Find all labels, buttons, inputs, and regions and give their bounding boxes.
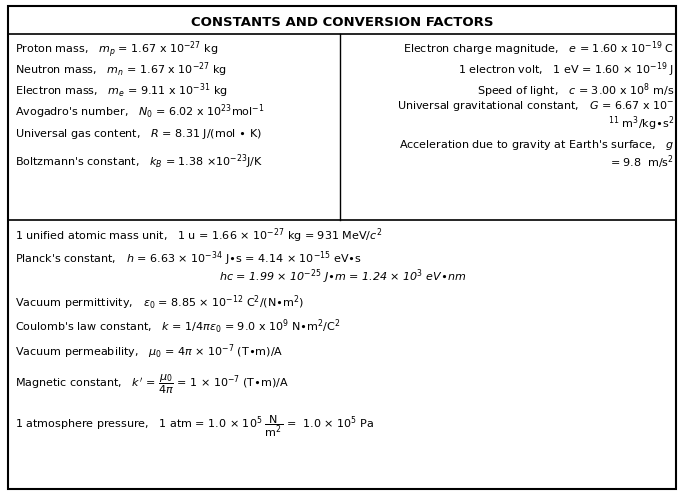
Text: Coulomb's law constant,   $k$ = 1/4$\pi\varepsilon_0$ = 9.0 x 10$^9$ N$\bullet$m: Coulomb's law constant, $k$ = 1/4$\pi\va… [15, 318, 341, 336]
Text: Speed of light,   $c$ = 3.00 x 10$^8$ m/s: Speed of light, $c$ = 3.00 x 10$^8$ m/s [477, 81, 674, 100]
Text: Vacuum permittivity,   $\varepsilon_0$ = 8.85 $\times$ 10$^{-12}$ C$^2$/(N$\bull: Vacuum permittivity, $\varepsilon_0$ = 8… [15, 294, 304, 312]
Text: 1 electron volt,   1 eV = 1.60 $\times$ 10$^{-19}$ J: 1 electron volt, 1 eV = 1.60 $\times$ 10… [458, 60, 674, 79]
Text: Acceleration due to gravity at Earth's surface,   $g$: Acceleration due to gravity at Earth's s… [399, 138, 674, 151]
Text: 1 atmosphere pressure,   1 atm = 1.0 $\times$ 10$^5$ $\dfrac{\mathrm{N}}{\mathrm: 1 atmosphere pressure, 1 atm = 1.0 $\tim… [15, 413, 374, 439]
Text: Avogadro's number,   $N_0$ = 6.02 x 10$^{23}$mol$^{-1}$: Avogadro's number, $N_0$ = 6.02 x 10$^{2… [15, 102, 265, 121]
Text: Neutron mass,   $m_n$ = 1.67 x 10$^{-27}$ kg: Neutron mass, $m_n$ = 1.67 x 10$^{-27}$ … [15, 60, 227, 79]
Text: $hc$ = 1.99 $\times$ 10$^{-25}$ J$\bullet$m = 1.24 $\times$ 10$^3$ eV$\bullet$nm: $hc$ = 1.99 $\times$ 10$^{-25}$ J$\bulle… [219, 268, 466, 287]
Text: CONSTANTS AND CONVERSION FACTORS: CONSTANTS AND CONVERSION FACTORS [191, 16, 493, 29]
Text: Proton mass,   $m_p$ = 1.67 x 10$^{-27}$ kg: Proton mass, $m_p$ = 1.67 x 10$^{-27}$ k… [15, 39, 218, 60]
Text: = 9.8  m/s$^2$: = 9.8 m/s$^2$ [610, 153, 674, 171]
Text: 1 unified atomic mass unit,   1 u = 1.66 $\times$ 10$^{-27}$ kg = 931 MeV/$c^2$: 1 unified atomic mass unit, 1 u = 1.66 $… [15, 227, 382, 246]
Text: Electron charge magnitude,   $e$ = 1.60 x 10$^{-19}$ C: Electron charge magnitude, $e$ = 1.60 x … [404, 39, 674, 58]
Text: Universal gas content,   $R$ = 8.31 J/(mol $\bullet$ K): Universal gas content, $R$ = 8.31 J/(mol… [15, 127, 262, 141]
Text: Universal gravitational constant,   $G$ = 6.67 x 10$^{-}$: Universal gravitational constant, $G$ = … [397, 99, 674, 113]
Text: Boltzmann's constant,   $k_B$ = 1.38 $\times$10$^{-23}$J/K: Boltzmann's constant, $k_B$ = 1.38 $\tim… [15, 152, 263, 171]
Text: Electron mass,   $m_e$ = 9.11 x 10$^{-31}$ kg: Electron mass, $m_e$ = 9.11 x 10$^{-31}$… [15, 81, 228, 100]
Text: Planck's constant,   $h$ = 6.63 $\times$ 10$^{-34}$ J$\bullet$s = 4.14 $\times$ : Planck's constant, $h$ = 6.63 $\times$ 1… [15, 249, 362, 268]
Text: Magnetic constant,   $k'$ = $\dfrac{\mu_0}{4\pi}$ = 1 $\times$ 10$^{-7}$ (T$\bul: Magnetic constant, $k'$ = $\dfrac{\mu_0}… [15, 372, 289, 396]
Text: $^{11}$ m$^3$/kg$\bullet$s$^2$: $^{11}$ m$^3$/kg$\bullet$s$^2$ [608, 115, 674, 134]
Text: Vacuum permeability,   $\mu_0$ = 4$\pi$ $\times$ 10$^{-7}$ (T$\bullet$m)/A: Vacuum permeability, $\mu_0$ = 4$\pi$ $\… [15, 343, 283, 361]
